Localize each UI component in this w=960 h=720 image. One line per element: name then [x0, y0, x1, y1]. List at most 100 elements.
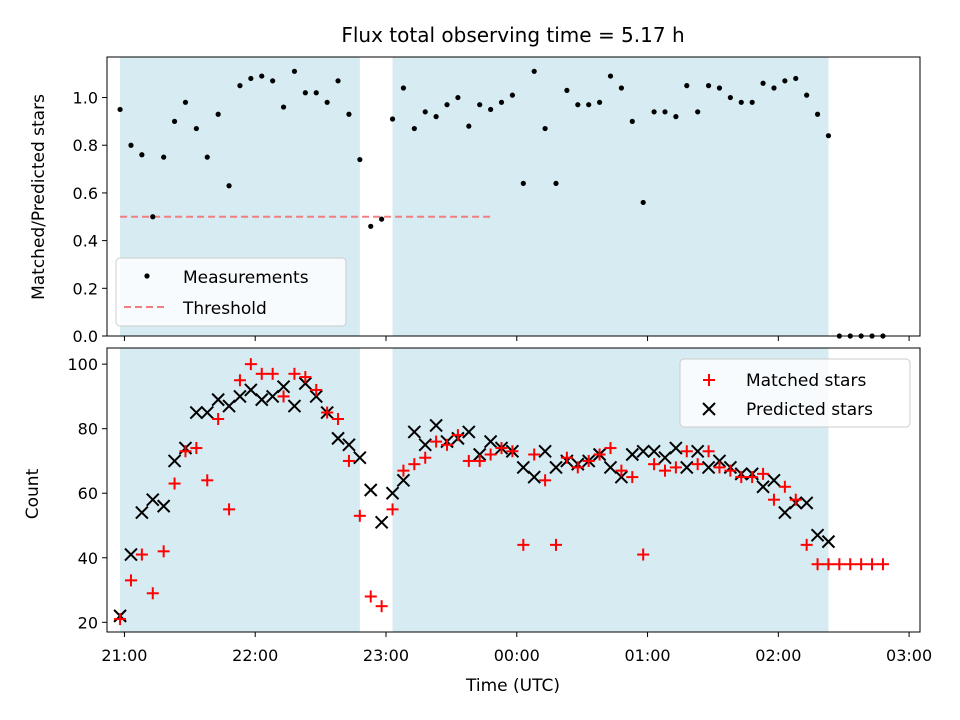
measurement-point [793, 75, 799, 82]
matched-star-point [419, 451, 432, 464]
matched-star-point [201, 474, 214, 487]
predicted-star-point [701, 460, 716, 475]
measurement-point [662, 109, 668, 115]
measurement-point [695, 109, 701, 115]
top-x-ticks [123, 336, 910, 341]
predicted-star-point [146, 492, 160, 507]
matched-star-point [233, 374, 246, 387]
legend-threshold-label: Threshold [182, 299, 267, 319]
top-plot-frame [106, 56, 921, 337]
measurement-point [368, 223, 374, 229]
bottom-y-axis-label: Count [23, 468, 43, 519]
measurement-point [379, 216, 385, 222]
predicted-star-point [244, 383, 258, 397]
measurement-point [738, 99, 744, 105]
top-y-tick-label: 0.8 [73, 136, 98, 155]
legend-matched-label: Matched stars [746, 371, 866, 391]
predicted-star-point [167, 454, 182, 468]
predicted-star-point [778, 505, 792, 520]
matched-star-point [822, 558, 835, 571]
matched-star-point [408, 458, 421, 471]
matched-star-point [855, 558, 868, 571]
predicted-star-point [156, 499, 171, 513]
predicted-star-point-b [680, 460, 694, 475]
predicted-star-point-b [276, 380, 291, 394]
predicted-star-point-b [407, 425, 422, 439]
bottom-plot-frame [106, 347, 921, 633]
predicted-star-point-b [473, 447, 487, 462]
top-shaded-intervals [120, 57, 829, 336]
matched-star-point [146, 587, 159, 600]
bottom-shade-0 [120, 348, 360, 632]
matched-star-point [778, 480, 791, 493]
predicted-star-point-b [821, 534, 836, 549]
matched-star-point [648, 458, 661, 471]
x-tick-label: 21:00 [101, 646, 147, 665]
matched-star-point [724, 464, 737, 477]
predicted-star-point-b [810, 528, 825, 542]
measurement-point [607, 73, 614, 79]
matched-star-point [713, 461, 726, 474]
predicted-star-point-b [396, 473, 411, 488]
predicted-star-point-b [483, 434, 498, 449]
measurement-point [509, 92, 516, 98]
x-tick-label: 03:00 [886, 646, 932, 665]
measurement-point [226, 183, 232, 189]
top-legend: Measurements Threshold [115, 257, 347, 327]
measurement-point [782, 78, 788, 84]
matched-star-point [528, 448, 541, 461]
measurement-point [411, 125, 417, 132]
measurement-point [488, 106, 494, 113]
predicted-star-point-b [374, 515, 389, 529]
x-tick-label: 22:00 [232, 646, 278, 665]
top-y-tick-label: 0.0 [73, 327, 98, 346]
measurement-point [531, 68, 537, 74]
measurement-point [400, 85, 407, 91]
predicted-star-point [265, 389, 280, 404]
matched-star-point [332, 413, 345, 425]
measurement-point [684, 83, 690, 89]
predicted-star-point [690, 444, 705, 458]
measurement-point [150, 214, 156, 220]
predicted-star-point [527, 470, 541, 484]
predicted-star-point [516, 460, 531, 475]
predicted-star-point-b [265, 389, 280, 404]
measurement-point [673, 114, 679, 120]
matched-star-point [866, 558, 879, 571]
predicted-star-point-b [342, 438, 356, 452]
matched-star-point [179, 445, 192, 458]
measurement-point [760, 80, 766, 86]
matched-star-point [484, 448, 497, 461]
measurement-point [575, 102, 581, 108]
predicted-star-point-b [309, 389, 323, 404]
measurement-point [466, 123, 472, 129]
matched-star-point [212, 413, 225, 425]
measurement-point [335, 78, 341, 84]
predicted-star-point-b [200, 405, 214, 420]
predicted-star-point-b [331, 431, 345, 446]
x-tick-label: 00:00 [494, 646, 540, 665]
measurement-point [324, 99, 330, 105]
predicted-star-point-b [462, 425, 476, 439]
bottom-y-tick-label: 80 [78, 420, 98, 439]
legend-matched-marker [703, 374, 715, 386]
predicted-star-point-b [756, 480, 770, 494]
measurement-point [542, 125, 548, 132]
predicted-star-point-b [690, 444, 705, 458]
matched-star-point [255, 367, 268, 380]
top-y-tick-label: 0.2 [73, 279, 98, 298]
matched-star-point [364, 590, 377, 603]
measurement-point [596, 99, 603, 105]
measurement-point [520, 180, 526, 186]
matched-star-point [876, 558, 889, 571]
matched-star-point [299, 371, 312, 384]
top-y-axis-label: Matched/Predicted stars [29, 94, 49, 300]
matched-star-point [637, 548, 650, 561]
predicted-star-point [473, 447, 487, 462]
x-tick-label: 01:00 [624, 646, 670, 665]
predicted-star-point-b [244, 383, 258, 397]
measurement-point [204, 154, 210, 160]
predicted-star-point [549, 460, 563, 475]
measurement-point [618, 85, 624, 91]
